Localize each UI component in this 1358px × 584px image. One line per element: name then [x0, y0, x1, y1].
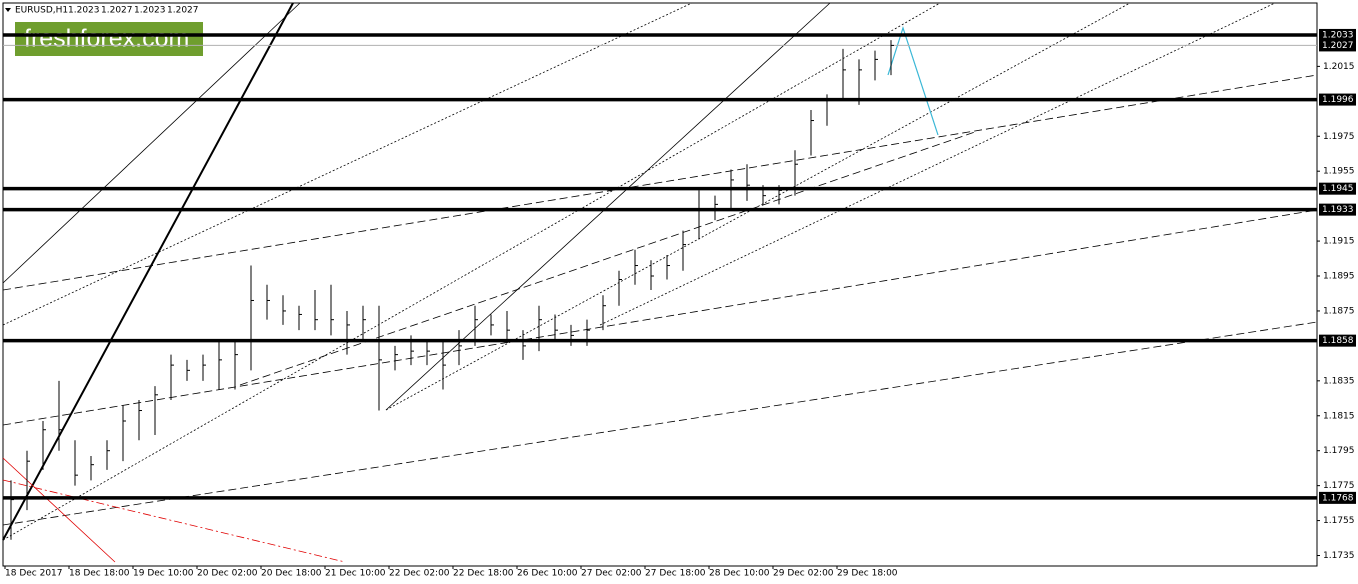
y-tick-label: 1.1755: [1323, 516, 1355, 526]
header-price: 1.2023: [68, 6, 100, 16]
x-tick-label: 22 Dec 02:00: [389, 569, 450, 579]
y-tick-label: 1.1795: [1323, 446, 1355, 456]
trend-line: [2, 321, 1318, 526]
trend-line: [2, 74, 1318, 291]
x-tick-label: 27 Dec 02:00: [581, 569, 642, 579]
trend-line: [239, 131, 976, 386]
level-label-box: [1319, 334, 1356, 347]
header-price: 1.2027: [101, 6, 133, 16]
trend-line: [2, 457, 116, 563]
x-tick-label: 22 Dec 18:00: [453, 569, 514, 579]
level-label-box: [1319, 203, 1356, 216]
y-tick-label: 1.2015: [1323, 62, 1355, 72]
logo-text: freshforex.com: [24, 25, 189, 53]
level-label-box: [1319, 491, 1356, 504]
x-tick-label: 18 Dec 2017: [5, 569, 63, 579]
level-label: 1.1768: [1322, 493, 1354, 503]
symbol: EURUSD,H1: [15, 6, 68, 16]
level-label: 1.1858: [1322, 336, 1354, 346]
logo-box: [15, 22, 203, 56]
y-tick-label: 1.1775: [1323, 481, 1355, 491]
y-tick-label: 1.1835: [1323, 376, 1355, 386]
trend-line: [599, 2, 1276, 326]
trend-line: [2, 479, 346, 563]
y-tick-label: 1.1915: [1323, 237, 1355, 247]
x-tick-label: 29 Dec 18:00: [837, 569, 898, 579]
x-tick-label: 26 Dec 10:00: [517, 569, 578, 579]
level-label: 1.1933: [1322, 205, 1354, 215]
y-tick-label: 1.1955: [1323, 167, 1355, 177]
header-price: 1.2023: [134, 6, 166, 16]
x-tick-label: 20 Dec 02:00: [197, 569, 258, 579]
x-tick-label: 29 Dec 02:00: [773, 569, 834, 579]
x-tick-label: 21 Dec 10:00: [325, 569, 386, 579]
x-tick-label: 18 Dec 18:00: [69, 569, 130, 579]
level-label-box: [1319, 182, 1356, 195]
level-label: 1.1996: [1322, 95, 1354, 105]
current-price-label-box: [1319, 39, 1356, 52]
trend-line: [2, 2, 294, 541]
plot-frame: [2, 2, 1318, 567]
level-label: 1.1945: [1322, 184, 1354, 194]
level-label-box: [1319, 28, 1356, 41]
x-tick-label: 27 Dec 18:00: [645, 569, 706, 579]
trend-line: [2, 2, 693, 326]
y-tick-label: 1.1815: [1323, 411, 1355, 421]
x-tick-label: 28 Dec 10:00: [709, 569, 770, 579]
y-tick-label: 1.1875: [1323, 306, 1355, 316]
y-tick-label: 1.1895: [1323, 272, 1355, 282]
symbol-arrow: [5, 8, 11, 12]
x-tick-label: 19 Dec 10:00: [133, 569, 194, 579]
header-price: 1.2027: [167, 6, 199, 16]
trend-line: [2, 2, 301, 284]
trend-line: [2, 209, 1318, 426]
level-label-box: [1319, 93, 1356, 106]
y-tick-label: 1.1735: [1323, 551, 1355, 561]
x-tick-label: 20 Dec 18:00: [261, 569, 322, 579]
y-tick-label: 1.1975: [1323, 132, 1355, 142]
current-price-label: 1.2027: [1322, 41, 1354, 51]
level-label: 1.2033: [1322, 30, 1354, 40]
